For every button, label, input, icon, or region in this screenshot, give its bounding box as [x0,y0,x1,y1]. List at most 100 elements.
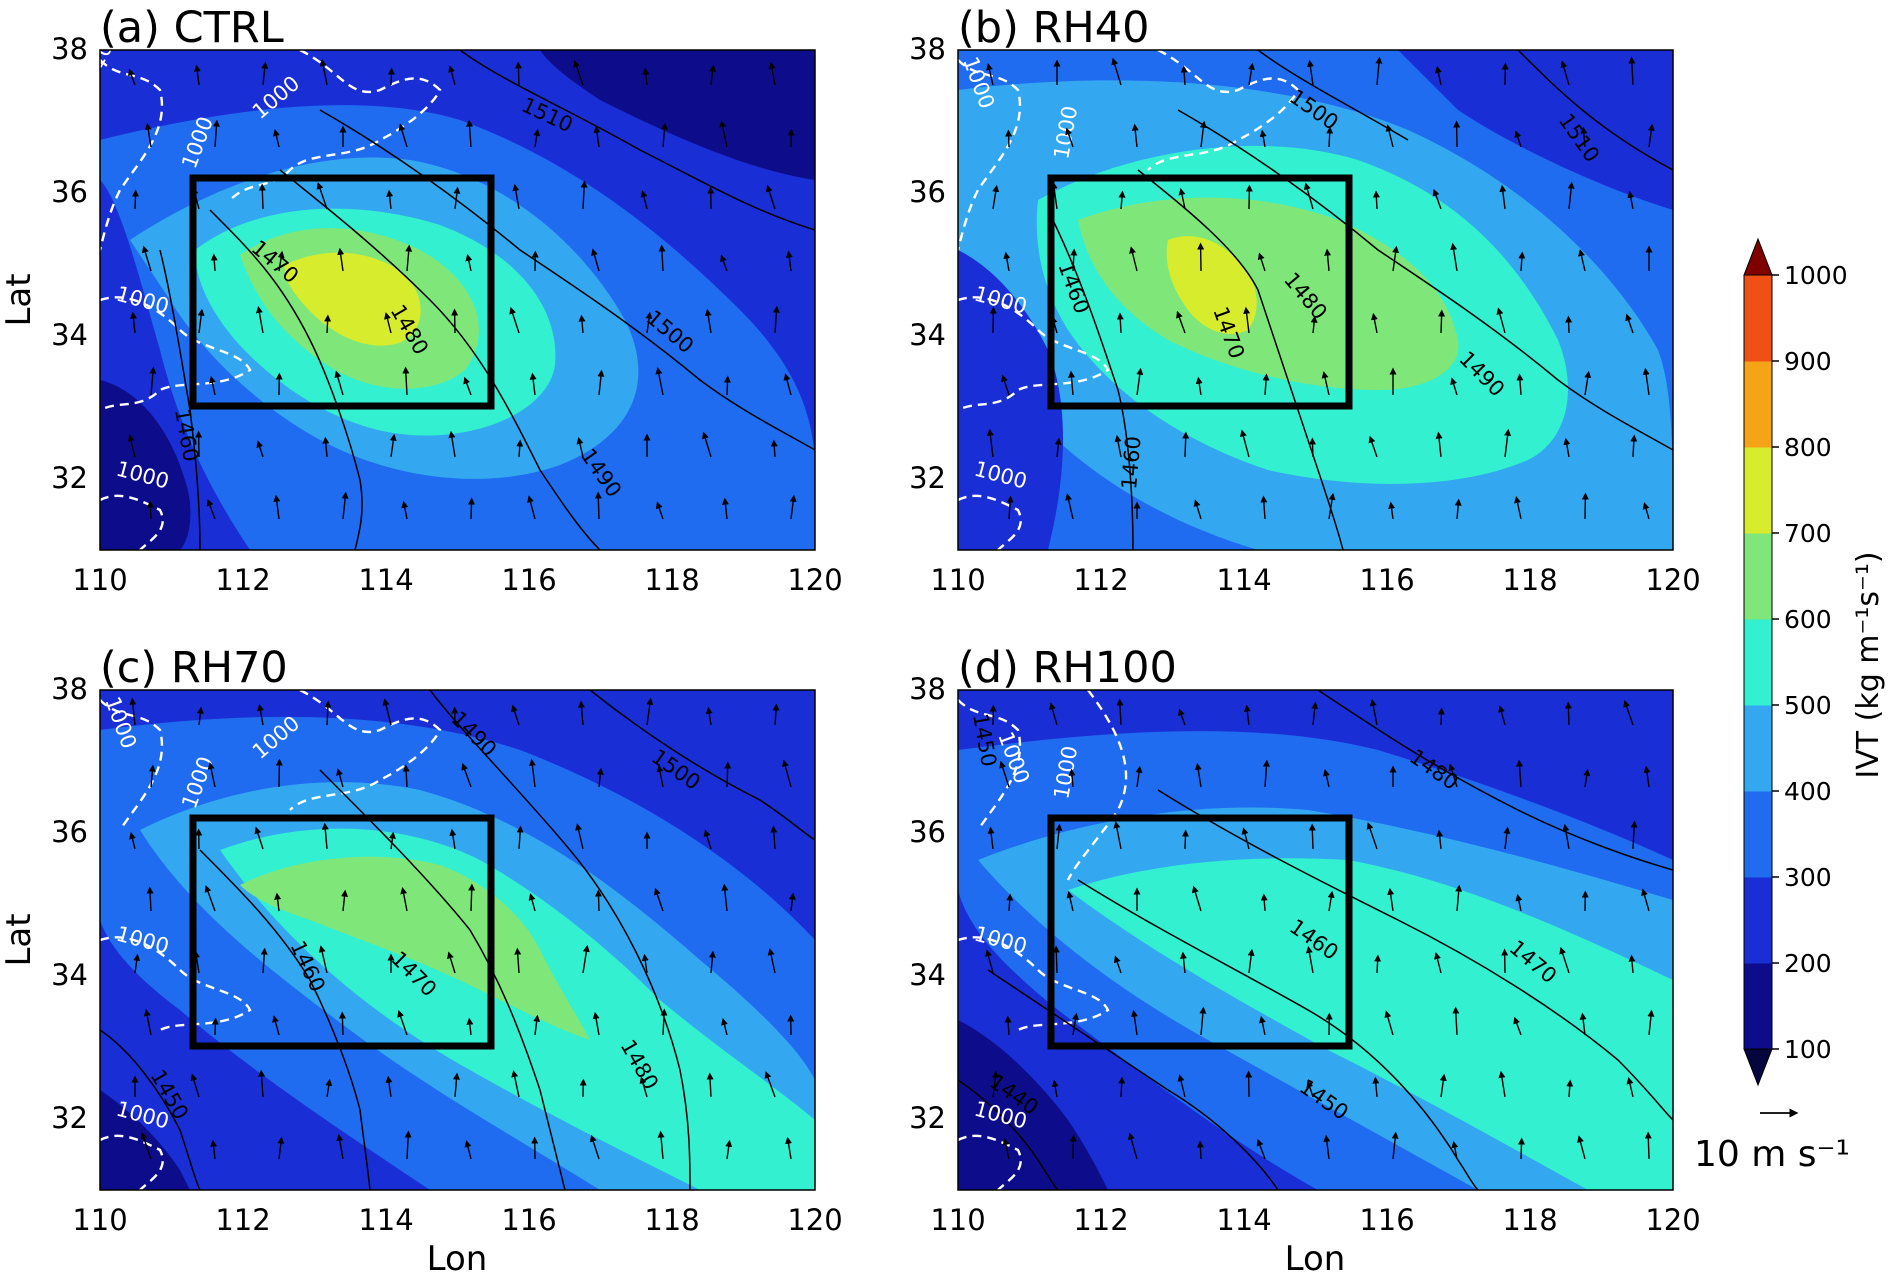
wind-arrow [272,128,280,148]
box-outline [1047,814,1353,1050]
axes-frame [99,689,816,1191]
box-outline [1047,174,1353,410]
x-ticks: 110 112 114 116 118 120 [72,1203,842,1237]
wind-arrow [576,436,584,458]
wind-arrow [1050,316,1058,334]
wind-arrow [593,125,601,148]
wind-arrow [999,760,1010,788]
height-contours [159,50,815,550]
wind-arrow [1452,1006,1460,1036]
wind-arrow [772,703,780,726]
wind-arrow [461,763,472,788]
wind-arrow [402,764,410,788]
wind-arrow [146,886,154,912]
wind-arrow [723,375,731,396]
wind-arrow [400,886,408,912]
wind-arrow [324,700,332,726]
x-tick-label: 110 [930,1203,985,1237]
colorbar-ticks: 100 200 300 400 500 600 700 800 900 1000 [1772,261,1848,1064]
wind-arrow [1051,1079,1059,1098]
height-contour-label: 1460 [1117,435,1146,490]
ivt-region-100-southwest [958,1020,1108,1190]
wind-arrow [1068,768,1076,788]
colorbar-extend-high [1743,237,1773,276]
wind-arrow [143,1008,152,1036]
wind-arrow [385,1075,393,1098]
wind-arrow [706,1072,714,1098]
wind-arrow [770,439,778,458]
x-axis-label: Lon [427,1239,488,1279]
wind-arrow [1322,768,1330,788]
analysis-box [189,174,495,410]
wind-arrow [1385,124,1394,148]
wind-arrow [1327,890,1335,912]
wind-arrow [512,183,520,210]
wind-arrow [783,373,792,396]
wind-arrow [725,1139,733,1160]
wind-arrow [211,1017,219,1036]
wind-arrow [660,1008,668,1036]
colorbar-tick-label: 500 [1784,691,1832,720]
wind-arrow [1243,704,1251,726]
wind-arrow [1260,495,1268,520]
x-ticks: 110 112 114 116 118 120 [930,1203,1700,1237]
colorbar-segments [1744,275,1772,1050]
y-tick-label: 32 [909,461,946,495]
wind-arrow [575,823,584,850]
wind-arrow [657,1130,665,1160]
panel-title: (c) RH70 [100,643,288,693]
wind-arrow [463,376,472,396]
wind-arrow [1068,370,1075,396]
x-tick-label: 114 [1216,1203,1271,1237]
wind-arrow [1432,188,1442,210]
wind-arrow [1641,888,1650,912]
x-tick-label: 112 [1073,1203,1128,1237]
colorbar-segment [1744,275,1772,362]
wind-arrow [1579,1012,1587,1036]
ivt-region-700 [1166,236,1257,334]
y-tick-label: 36 [51,175,88,209]
wind-arrow [1182,431,1190,458]
wind-arrow [1392,245,1400,272]
wind-arrow [772,305,780,334]
wind-arrow [261,61,269,86]
wind-arrow [516,439,524,458]
wind-arrow [782,759,792,788]
wind-arrow [197,308,205,334]
y-tick-label: 38 [51,672,88,706]
ivt-region-500 [1068,858,1673,1190]
wind-arrow [1240,429,1250,458]
y-ticks: 32 34 36 38 [909,672,946,1135]
wind-arrow [1181,829,1189,850]
panel-c: (c) RH70 [0,643,843,1279]
colorbar-tick-label: 100 [1784,1035,1832,1064]
wind-arrow [592,1011,600,1036]
wind-vectors [127,58,797,520]
y-ticks: 32 34 36 38 [909,32,946,495]
wind-arrow [127,434,136,458]
wind-arrow [128,68,136,86]
wind-arrow [1050,181,1058,210]
wind-arrow [1323,1134,1331,1160]
y-ticks: 32 34 36 38 [51,672,88,1135]
wind-arrow [1375,56,1383,86]
wind-arrow [595,889,603,912]
panel-title: (a) CTRL [100,3,284,53]
wind-arrow [1257,252,1266,272]
ivt-region-600 [240,856,590,1040]
ivt-region-200-southwest [958,250,1063,550]
wind-arrow [1499,184,1507,210]
wind-arrow [578,700,585,726]
wind-arrow [1309,437,1317,458]
terrain-contours [100,690,442,1190]
wind-arrow [721,1018,728,1036]
wind-arrow [1177,1074,1186,1098]
box-outline [189,814,495,1050]
wind-arrow [1071,1012,1079,1036]
wind-arrow [1179,951,1187,974]
colorbar-tick-label: 200 [1784,949,1832,978]
wind-arrow [341,491,349,520]
wind-arrow [1326,126,1334,148]
wind-arrow [196,706,204,726]
wind-arrow [661,122,668,148]
